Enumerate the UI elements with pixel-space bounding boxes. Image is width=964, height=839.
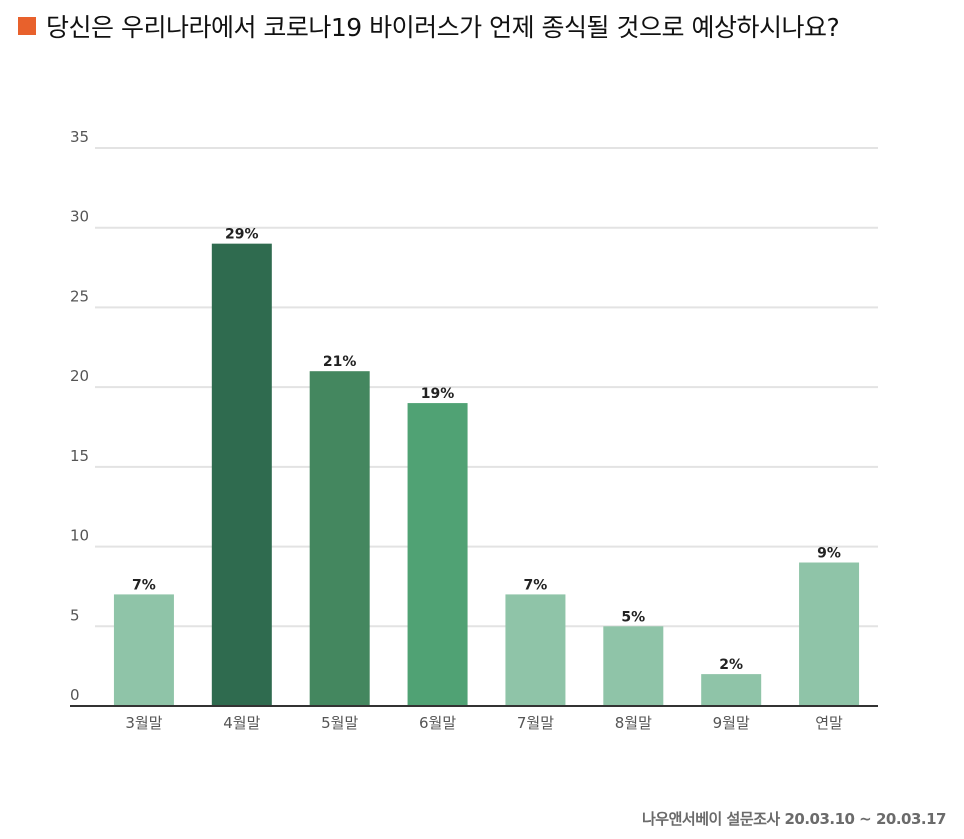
y-tick-label: 30	[70, 208, 89, 226]
x-tick-label: 6월말	[419, 714, 456, 732]
data-label: 7%	[132, 577, 156, 593]
y-tick-label: 10	[70, 527, 89, 545]
data-label: 5%	[621, 609, 645, 625]
data-label: 29%	[225, 227, 259, 243]
bar-9월말	[701, 674, 762, 706]
source-note: 나우앤서베이 설문조사 20.03.10 ~ 20.03.17	[642, 810, 947, 828]
x-tick-label: 4월말	[223, 714, 260, 732]
bar-7월말	[505, 594, 566, 706]
bar-연말	[799, 562, 860, 706]
x-tick-label: 7월말	[517, 714, 554, 732]
bar-4월말	[211, 243, 272, 706]
x-tick-label: 연말	[815, 714, 843, 732]
y-tick-label: 5	[70, 606, 80, 624]
x-tick-label: 9월말	[713, 714, 750, 732]
data-label: 21%	[323, 354, 357, 370]
x-tick-label: 8월말	[615, 714, 652, 732]
bar-5월말	[309, 371, 370, 706]
y-tick-label: 15	[70, 447, 89, 465]
x-tick-label: 3월말	[125, 714, 162, 732]
x-tick-label: 5월말	[321, 714, 358, 732]
title-marker-icon	[18, 17, 36, 35]
bar-3월말	[113, 594, 174, 706]
data-label: 19%	[421, 386, 455, 402]
y-tick-label: 20	[70, 367, 89, 385]
bar-6월말	[407, 403, 468, 706]
chart-title: 당신은 우리나라에서 코로나19 바이러스가 언제 종식될 것으로 예상하시나요…	[18, 8, 840, 44]
data-label: 9%	[817, 546, 841, 562]
y-tick-label: 35	[70, 128, 89, 146]
data-label: 2%	[719, 657, 743, 673]
bar-chart: 0 5 10 15 20 25 30 35 7% 3월말 29% 4월말 21% 5월말 19% 6월말 7% 7…	[70, 128, 878, 732]
y-tick-label: 25	[70, 287, 89, 305]
title-text: 당신은 우리나라에서 코로나19 바이러스가 언제 종식될 것으로 예상하시나요…	[46, 13, 840, 42]
data-label: 7%	[524, 577, 548, 593]
y-tick-label: 0	[70, 686, 80, 704]
bar-8월말	[603, 626, 664, 706]
